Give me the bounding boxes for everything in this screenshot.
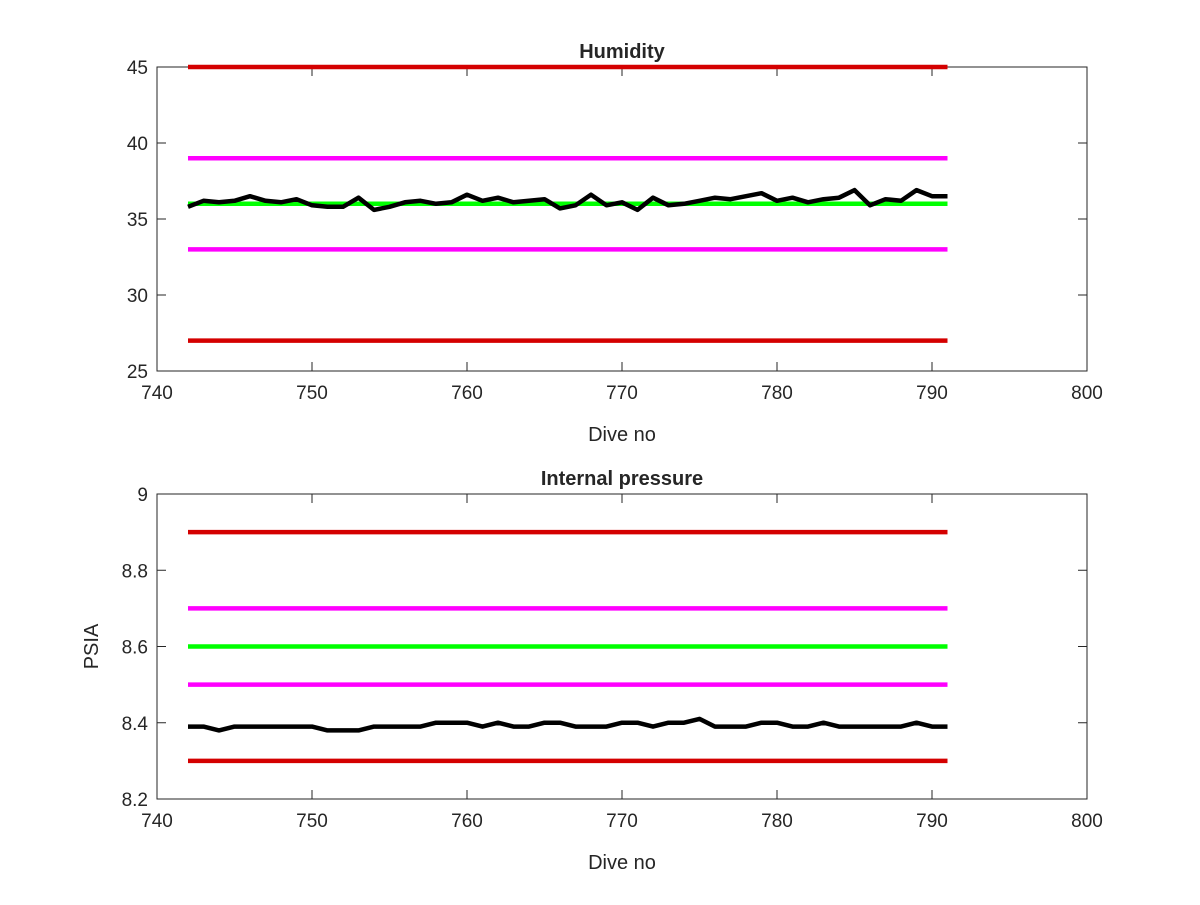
y-tick-label: 8.4 xyxy=(122,714,149,735)
chart-title: Humidity xyxy=(579,41,665,63)
x-tick-label: 780 xyxy=(761,383,793,404)
humidity-panel: 740 750 760 770 780 790 800 25 30 35 40 45 Humidity D… xyxy=(127,41,1103,446)
y-axis-label: PSIA xyxy=(81,623,103,669)
y-tick-label: 45 xyxy=(127,58,148,79)
x-tick-label: 770 xyxy=(606,811,638,832)
x-tick-label: 800 xyxy=(1071,811,1103,832)
x-tick-label: 750 xyxy=(296,811,328,832)
y-tick-label: 8.2 xyxy=(122,790,148,811)
x-tick-label: 790 xyxy=(916,383,948,404)
y-tick-label: 40 xyxy=(127,134,148,155)
x-tick-label: 760 xyxy=(451,811,483,832)
x-axis-label: Dive no xyxy=(588,424,656,446)
y-tick-label: 25 xyxy=(127,362,148,383)
internal-pressure-panel: 740 750 760 770 780 790 800 8.2 8.4 8.6 8.8 9 Intern… xyxy=(81,468,1103,874)
x-tick-label: 800 xyxy=(1071,383,1103,404)
x-tick-label: 790 xyxy=(916,811,948,832)
axes-box xyxy=(156,66,1088,372)
x-tick-label: 780 xyxy=(761,811,793,832)
y-tick-label: 9 xyxy=(137,485,148,506)
series-line xyxy=(187,187,948,213)
x-tick-label: 740 xyxy=(141,811,173,832)
x-axis-label: Dive no xyxy=(588,852,656,874)
series-line xyxy=(188,716,948,733)
y-tick-label: 35 xyxy=(127,210,148,231)
x-tick-label: 770 xyxy=(606,383,638,404)
x-tick-label: 750 xyxy=(296,383,328,404)
x-tick-label: 740 xyxy=(141,383,173,404)
y-tick-label: 8.8 xyxy=(122,561,148,582)
y-tick-label: 8.6 xyxy=(122,638,148,659)
y-tick-label: 30 xyxy=(127,286,148,307)
x-tick-label: 760 xyxy=(451,383,483,404)
chart-title: Internal pressure xyxy=(541,468,703,490)
